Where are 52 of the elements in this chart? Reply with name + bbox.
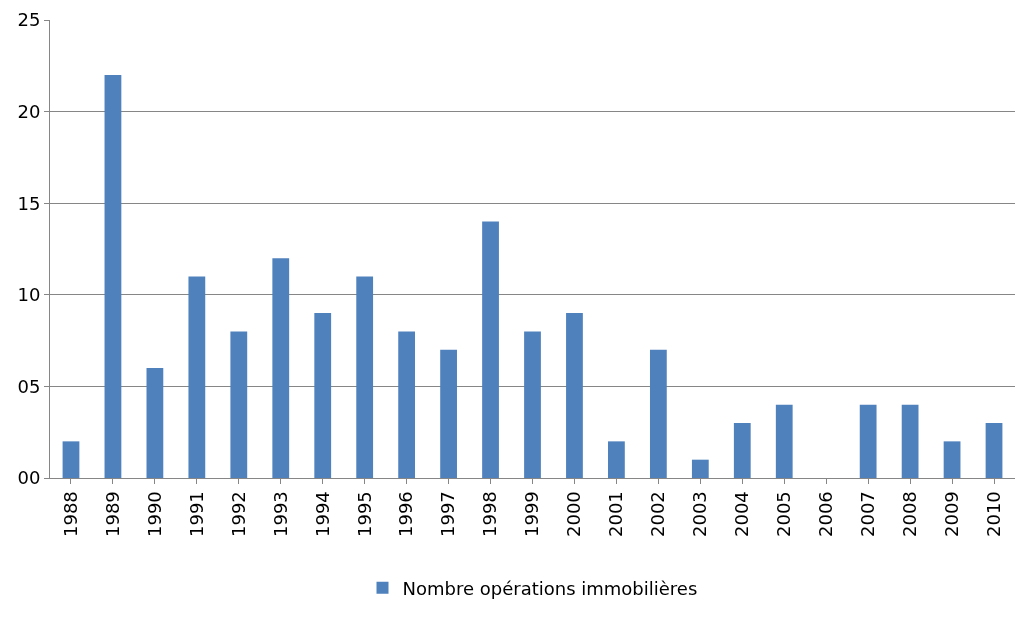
x-tick-label: 2007 bbox=[857, 491, 878, 538]
bar bbox=[943, 441, 961, 478]
x-tick-label: 1993 bbox=[269, 491, 291, 538]
bar bbox=[566, 313, 583, 478]
bar bbox=[104, 74, 122, 478]
y-tick-label: 00 bbox=[17, 467, 41, 489]
x-tick-label: 2003 bbox=[689, 491, 711, 538]
x-tick-label: 1989 bbox=[101, 491, 123, 538]
bar bbox=[691, 459, 709, 478]
x-tick-label: 1992 bbox=[227, 491, 249, 538]
y-tick-label: 25 bbox=[17, 9, 41, 31]
x-tick-label: 1988 bbox=[59, 491, 81, 538]
bar bbox=[733, 423, 751, 478]
bar bbox=[146, 368, 164, 478]
x-tick-label: 2001 bbox=[605, 491, 627, 538]
bar bbox=[901, 404, 919, 478]
bar bbox=[775, 404, 793, 478]
x-tick-label: 1998 bbox=[479, 491, 501, 538]
bar bbox=[356, 276, 374, 478]
x-tick-label: 1997 bbox=[437, 491, 459, 538]
bar bbox=[230, 331, 248, 478]
bar bbox=[314, 313, 332, 478]
y-tick-label: 20 bbox=[17, 100, 41, 122]
x-tick-label: 2010 bbox=[982, 491, 1004, 538]
x-tick-label: 1995 bbox=[353, 491, 375, 538]
bar bbox=[272, 258, 290, 478]
x-tick-label: 1991 bbox=[185, 491, 207, 538]
x-tick-label: 1994 bbox=[311, 491, 333, 538]
y-tick-label: 15 bbox=[17, 192, 41, 214]
x-tick-label: 2002 bbox=[647, 491, 669, 538]
bar bbox=[859, 404, 877, 478]
legend-label: Nombre opérations immobilières bbox=[402, 577, 698, 599]
y-tick-label: 10 bbox=[17, 284, 41, 306]
x-tick-label: 2006 bbox=[815, 491, 837, 538]
x-tick-label: 1999 bbox=[521, 491, 543, 538]
bar bbox=[398, 331, 416, 478]
bar bbox=[482, 221, 499, 478]
x-tick-label: 2004 bbox=[731, 491, 753, 538]
bar bbox=[524, 331, 541, 478]
bar bbox=[188, 276, 206, 478]
bar bbox=[649, 349, 667, 478]
x-tick-label: 2005 bbox=[773, 491, 795, 538]
x-tick-label: 1996 bbox=[395, 491, 417, 538]
bar bbox=[440, 349, 457, 478]
x-tick-label: 2000 bbox=[563, 491, 585, 538]
y-tick-label: 05 bbox=[17, 375, 41, 397]
bar bbox=[62, 441, 80, 478]
bar bbox=[608, 441, 625, 478]
x-tick-label: 1990 bbox=[143, 491, 165, 538]
x-tick-label: 2008 bbox=[898, 491, 920, 538]
bar bbox=[985, 423, 1003, 478]
x-tick-label: 2009 bbox=[940, 491, 962, 538]
